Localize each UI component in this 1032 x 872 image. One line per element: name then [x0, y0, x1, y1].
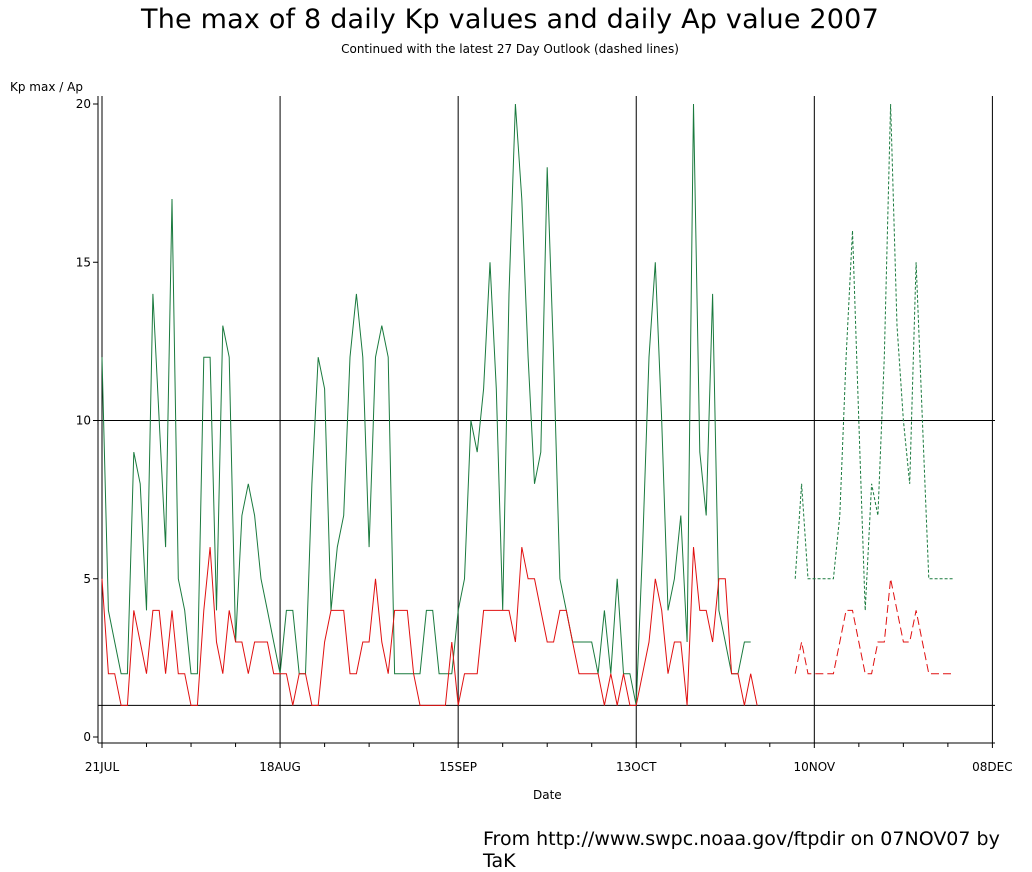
x-tick-label: 13OCT — [616, 760, 657, 774]
y-tick-label: 15 — [76, 255, 91, 269]
chart-title: The max of 8 daily Kp values and daily A… — [141, 4, 879, 35]
grid-layer — [98, 96, 995, 748]
axis-layer: 0 5 10 15 20 21JUL 18AUG 15SEP 13OCT 10NOV 08DEC — [76, 96, 1013, 774]
x-tick-label: 15SEP — [439, 760, 477, 774]
source-credit: From http://www.swpc.noaa.gov/ftpdir on … — [483, 828, 1000, 872]
series-line-ap — [101, 103, 751, 706]
series-line-kp — [101, 547, 758, 706]
y-axis-label: Kp max / Ap — [10, 80, 83, 94]
y-tick-label: 0 — [83, 730, 91, 744]
x-tick-label: 08DEC — [972, 760, 1012, 774]
y-tick-label: 20 — [76, 97, 91, 111]
series-line-ap_forecast — [794, 103, 955, 611]
series-line-kp_forecast — [794, 578, 955, 675]
y-tick-label: 5 — [83, 572, 91, 586]
y-tick-label: 10 — [76, 414, 91, 428]
series-layer — [101, 103, 955, 706]
chart-subtitle: Continued with the latest 27 Day Outlook… — [341, 42, 679, 56]
x-tick-label: 18AUG — [259, 760, 301, 774]
x-axis-label: Date — [533, 788, 562, 802]
x-tick-label: 10NOV — [793, 760, 835, 774]
x-tick-label: 21JUL — [85, 760, 120, 774]
